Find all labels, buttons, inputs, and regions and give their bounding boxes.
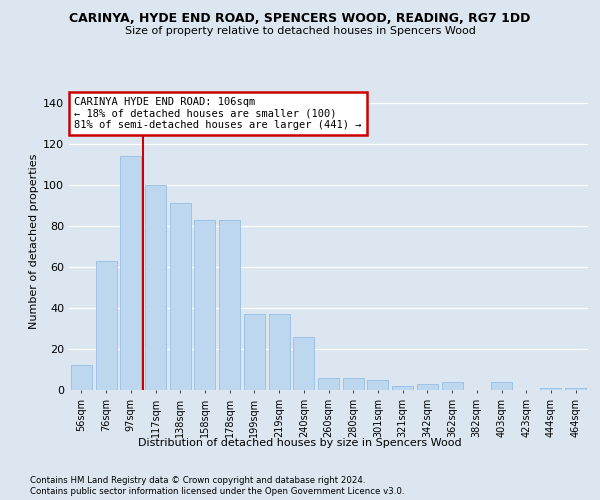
Bar (219, 220, 240, 390)
Bar (392, 386, 413, 390)
Bar (442, 382, 463, 390)
Bar (120, 156, 141, 390)
Bar (170, 204, 191, 390)
Bar (491, 382, 512, 390)
Bar (145, 185, 166, 390)
Text: Size of property relative to detached houses in Spencers Wood: Size of property relative to detached ho… (125, 26, 475, 36)
Bar (95, 260, 116, 390)
Text: CARINYA HYDE END ROAD: 106sqm
← 18% of detached houses are smaller (100)
81% of : CARINYA HYDE END ROAD: 106sqm ← 18% of d… (74, 97, 362, 130)
Text: Contains public sector information licensed under the Open Government Licence v3: Contains public sector information licen… (30, 488, 404, 496)
Bar (343, 378, 364, 390)
Bar (318, 378, 339, 390)
Y-axis label: Number of detached properties: Number of detached properties (29, 154, 39, 329)
Text: Distribution of detached houses by size in Spencers Wood: Distribution of detached houses by size … (138, 438, 462, 448)
Bar (269, 314, 290, 390)
Text: CARINYA, HYDE END ROAD, SPENCERS WOOD, READING, RG7 1DD: CARINYA, HYDE END ROAD, SPENCERS WOOD, R… (70, 12, 530, 26)
Bar (293, 336, 314, 390)
Bar (417, 384, 438, 390)
Bar (565, 388, 586, 390)
Bar (71, 366, 92, 390)
Bar (244, 314, 265, 390)
Bar (194, 220, 215, 390)
Bar (541, 388, 562, 390)
Bar (367, 380, 388, 390)
Text: Contains HM Land Registry data © Crown copyright and database right 2024.: Contains HM Land Registry data © Crown c… (30, 476, 365, 485)
